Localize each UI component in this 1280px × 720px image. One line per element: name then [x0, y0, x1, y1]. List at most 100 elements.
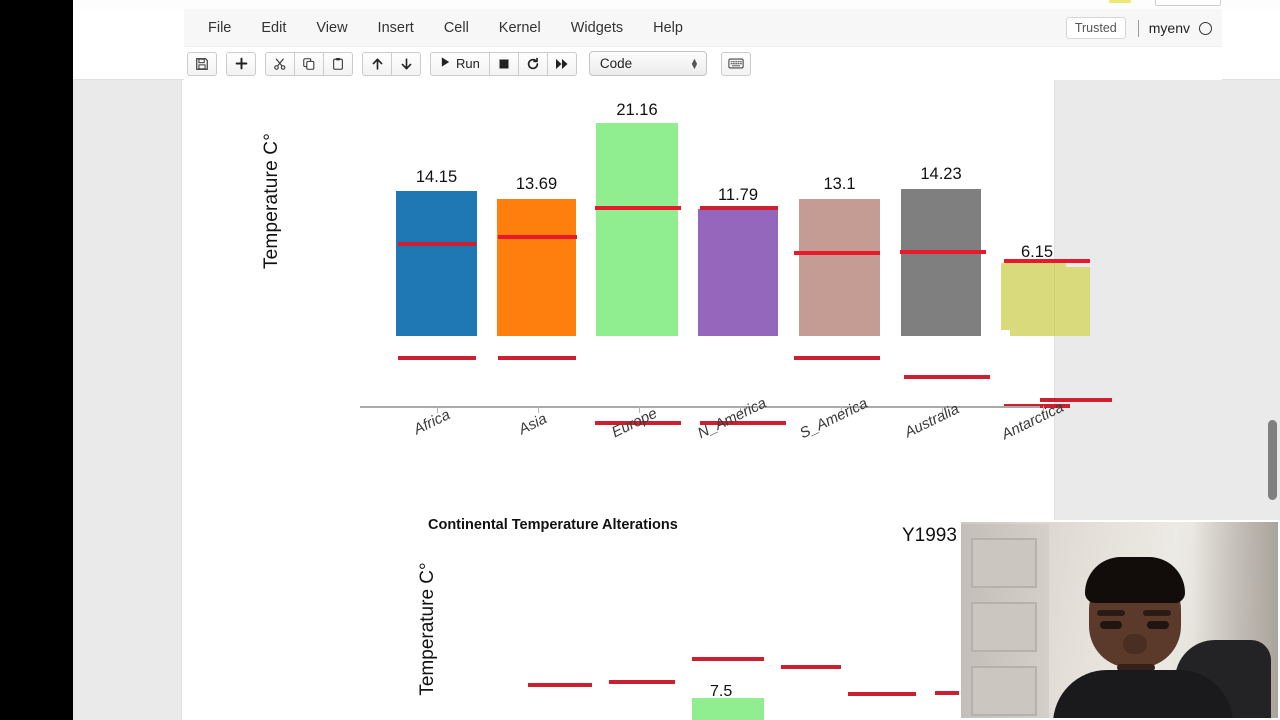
fast-forward-icon[interactable]	[546, 51, 577, 76]
notebook-output-area: Temperature C° 14.15 13.69 21.16 11.79	[182, 80, 1112, 720]
overlay-line-asia-low	[498, 356, 576, 360]
circle-idle-icon	[1199, 21, 1212, 35]
webcam-subject-brow-left	[1097, 610, 1125, 616]
toolbar-group-move	[362, 51, 421, 76]
menubar-items: File Edit View Insert Cell Kernel Widget…	[184, 9, 698, 47]
lower-chart-year-annotation: Y1993	[902, 525, 957, 546]
overlay-line-africa-top	[398, 242, 476, 246]
bar-n_america	[698, 209, 778, 336]
menu-view[interactable]: View	[316, 19, 348, 36]
webcam-subject-eye-right	[1147, 621, 1169, 629]
webcam-subject-mouth	[1117, 664, 1155, 671]
lower-overlay-line-europe	[692, 657, 764, 661]
cell-type-select[interactable]: Code ▲ ▼	[588, 51, 707, 76]
menu-insert[interactable]: Insert	[377, 19, 414, 36]
bar-antarctica-front	[1001, 263, 1066, 330]
webcam-overlay[interactable]	[959, 520, 1280, 720]
overlay-line-s_america-low	[794, 356, 880, 360]
bar-asia	[497, 199, 576, 336]
lower-bar-europe	[692, 698, 764, 720]
overlay-line-australia-low	[904, 375, 990, 379]
copy-icon[interactable]	[294, 51, 324, 76]
upper-chart: Temperature C° 14.15 13.69 21.16 11.79	[182, 80, 1112, 490]
vertical-scrollbar[interactable]	[1265, 9, 1280, 720]
stop-square-icon[interactable]	[488, 51, 519, 76]
overlay-line-africa-low	[398, 356, 476, 360]
kernel-indicator-group: myenv	[1137, 19, 1212, 37]
run-button[interactable]: Run	[430, 51, 490, 76]
axis-tick-1	[538, 406, 539, 413]
menu-cell[interactable]: Cell	[443, 19, 469, 36]
xtick-label-n_america: N_America	[695, 394, 770, 443]
overlay-line-s_america-top	[794, 251, 880, 255]
bar-europe	[596, 123, 678, 336]
axis-tick-5	[942, 406, 943, 413]
axis-tick-3	[740, 406, 741, 413]
lower-chart: Continental Temperature Alterations Y199…	[182, 498, 1054, 720]
lower-overlay-line-n_america	[781, 665, 841, 669]
notebook-window: File Edit View Insert Cell Kernel Widget…	[73, 9, 1280, 720]
play-triangle-icon	[440, 56, 451, 71]
restart-circular-arrow-icon[interactable]	[517, 51, 548, 76]
door-panel-top	[971, 538, 1037, 588]
toolbar-group-palette	[720, 51, 751, 76]
scissors-icon[interactable]	[265, 51, 295, 76]
plus-icon[interactable]	[226, 51, 256, 76]
toolbar: Run Code ▲ ▼	[184, 47, 1222, 80]
webcam-subject-nose	[1123, 634, 1147, 654]
cell-type-value: Code	[599, 56, 633, 71]
paste-icon[interactable]	[323, 51, 353, 76]
overlay-line-asia-top	[498, 235, 577, 239]
browser-chrome-sliver	[73, 0, 1280, 9]
door-panel-mid	[971, 602, 1037, 652]
letterbox-left	[0, 0, 73, 720]
value-label-n_america: 11.79	[717, 186, 759, 204]
keyboard-icon[interactable]	[720, 51, 751, 76]
notebook-body[interactable]: Temperature C° 14.15 13.69 21.16 11.79	[73, 80, 1280, 720]
arrow-up-icon[interactable]	[362, 51, 392, 76]
save-floppy-icon[interactable]	[187, 51, 217, 76]
run-label: Run	[456, 56, 480, 71]
notebook-header: File Edit View Insert Cell Kernel Widget…	[73, 9, 1280, 80]
door-panel-bottom	[971, 666, 1037, 716]
lower-overlay-line-asia	[609, 680, 675, 684]
overlay-line-australia-top	[900, 250, 986, 254]
value-label-europe: 21.16	[616, 101, 658, 119]
axis-tick-6	[1043, 406, 1044, 413]
overlay-line-europe-baseline	[595, 421, 681, 425]
toolbar-group-insert	[226, 51, 256, 76]
menu-kernel[interactable]: Kernel	[498, 19, 541, 36]
menu-file[interactable]: File	[208, 19, 232, 36]
overlay-line-europe-top	[595, 206, 681, 210]
browser-tab-favicon	[1109, 0, 1131, 3]
overlay-line-antarctica-low-b	[1040, 398, 1112, 402]
bar-s_america	[799, 199, 880, 336]
arrow-down-icon[interactable]	[391, 51, 421, 76]
lower-overlay-line-africa	[528, 683, 592, 687]
value-label-s_america: 13.1	[823, 175, 856, 193]
xtick-label-africa: Africa	[411, 406, 453, 439]
menu-widgets[interactable]: Widgets	[570, 19, 624, 36]
up-down-caret-icon: ▲ ▼	[689, 55, 699, 71]
xtick-label-s_america: S_America	[797, 394, 871, 443]
upper-chart-ylabel: Temperature C°	[261, 132, 282, 270]
toolbar-group-edit	[265, 51, 353, 76]
vertical-scrollbar-thumb[interactable]	[1268, 420, 1277, 500]
bar-africa	[396, 191, 477, 336]
bar-australia	[901, 189, 981, 336]
menu-edit[interactable]: Edit	[261, 19, 287, 36]
webcam-subject-eye-left	[1100, 621, 1122, 629]
trusted-badge[interactable]: Trusted	[1065, 17, 1126, 39]
upper-chart-x-axis	[360, 406, 1040, 408]
toolbar-group-run: Run	[430, 51, 577, 76]
menubar-right: Trusted myenv	[1065, 9, 1212, 47]
lower-chart-ylabel: Temperature C°	[417, 562, 438, 696]
menu-help[interactable]: Help	[653, 19, 683, 36]
menubar: File Edit View Insert Cell Kernel Widget…	[184, 9, 1222, 47]
overlay-line-n_america-baseline	[700, 421, 786, 425]
webcam-subject-torso	[1053, 670, 1233, 718]
webcam-subject-brow-right	[1143, 610, 1171, 616]
value-label-asia: 13.69	[515, 175, 558, 193]
overlay-line-antarctica-top	[1004, 259, 1090, 263]
